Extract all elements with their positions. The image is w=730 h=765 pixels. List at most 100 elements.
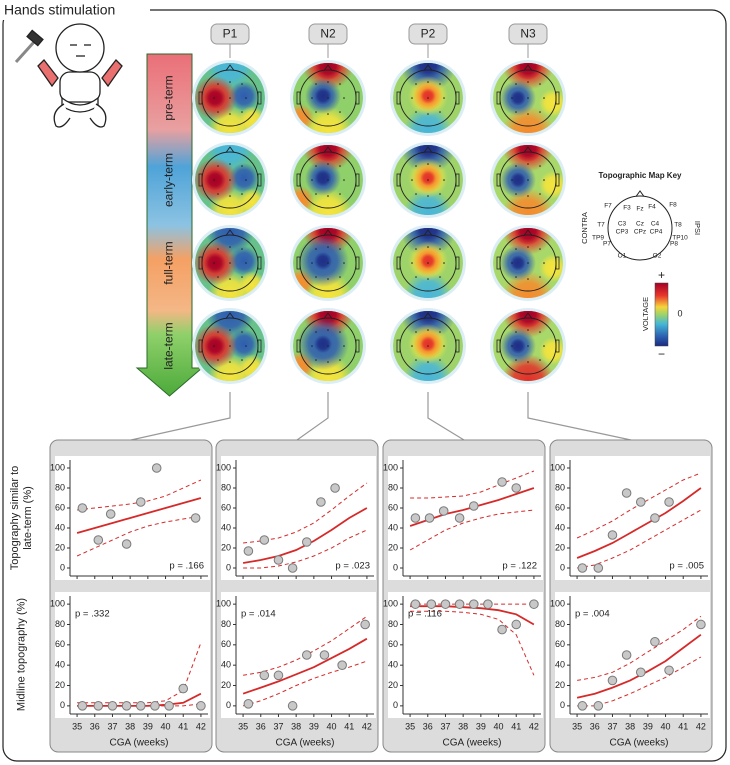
- data-point: [635, 667, 646, 678]
- electrode-dot: [327, 246, 329, 248]
- electrode-dot: [217, 331, 219, 333]
- y-tick-label: 20: [555, 542, 565, 552]
- colorbar-max: +: [658, 268, 665, 282]
- electrode-dot: [427, 278, 429, 280]
- stage-label: pre-term: [162, 75, 176, 120]
- y-tick-label: 80: [388, 619, 398, 629]
- topomap-blob: [314, 145, 342, 162]
- electrode-dot: [229, 262, 231, 264]
- topomap-blob: [293, 186, 314, 214]
- electrode-dot: [327, 361, 329, 363]
- data-point: [330, 483, 340, 493]
- data-point: [511, 619, 522, 630]
- x-tick-label: 37: [273, 721, 283, 731]
- y-tick-label: 0: [226, 562, 231, 572]
- ci-lower-line: [410, 610, 535, 676]
- data-point: [497, 624, 507, 635]
- x-tick-label: 36: [256, 721, 266, 731]
- head-ear: [455, 173, 460, 187]
- connector: [130, 392, 231, 441]
- head-ear: [296, 91, 301, 105]
- electrode-dot: [543, 345, 545, 347]
- electrode-label: T8: [674, 222, 682, 229]
- ci-lower-line: [577, 656, 702, 707]
- electrode-dot: [515, 276, 517, 278]
- data-point: [135, 497, 146, 507]
- row-label: Topography similar to late-term (%): [9, 465, 34, 571]
- electrode-dot: [213, 97, 215, 99]
- electrode-dot: [415, 111, 417, 113]
- data-point: [577, 701, 588, 711]
- electrode-dot: [439, 248, 441, 250]
- data-point: [121, 539, 132, 549]
- electrode-dot: [245, 262, 247, 264]
- data-point: [150, 701, 160, 711]
- data-point: [121, 701, 132, 711]
- topomap-blob: [314, 87, 332, 105]
- topomap: [192, 142, 268, 218]
- y-tick-label: 100: [216, 462, 231, 472]
- y-tick-label: 60: [555, 502, 565, 512]
- x-axis-label: CGA (weeks): [443, 738, 502, 749]
- component-label: N3: [520, 27, 536, 41]
- topomap-blob: [514, 311, 542, 328]
- data-point: [410, 513, 421, 523]
- electrode-label: CP3: [616, 229, 629, 236]
- electrode-dot: [427, 361, 429, 363]
- data-point: [316, 497, 326, 507]
- data-point: [511, 483, 522, 493]
- head-nose: [423, 229, 433, 236]
- topomap: [290, 142, 366, 218]
- p-value: p = .023: [335, 561, 370, 572]
- head-ear: [496, 91, 501, 105]
- ci-upper-line: [577, 615, 702, 681]
- topomap: [290, 225, 366, 301]
- electrode-dot: [539, 276, 541, 278]
- y-tick-label: 0: [393, 700, 398, 710]
- head-ear: [296, 173, 301, 187]
- electrode-dot: [315, 193, 317, 195]
- p-value: p = .014: [241, 609, 276, 620]
- head-nose: [323, 146, 333, 153]
- y-tick-label: 100: [216, 599, 231, 609]
- head-nose: [225, 146, 235, 153]
- topomap: [490, 225, 566, 301]
- data-point: [151, 463, 162, 473]
- electrode-dot: [327, 179, 329, 181]
- electrode-dot: [241, 359, 243, 361]
- y-tick-label: 20: [221, 542, 231, 552]
- p-value: p = .116: [408, 609, 442, 620]
- electrode-label: F4: [648, 204, 656, 211]
- topomap-blob: [514, 228, 542, 245]
- data-point: [301, 537, 312, 547]
- head-ear: [555, 91, 560, 105]
- electrode-label: P7: [603, 241, 611, 248]
- topomap: [290, 60, 366, 136]
- electrode-label: F7: [604, 203, 612, 210]
- data-point: [107, 701, 118, 711]
- data-point: [410, 599, 421, 609]
- electrode-dot: [327, 278, 329, 280]
- topomap-blob: [404, 188, 452, 215]
- y-tick-label: 60: [221, 639, 231, 649]
- electrode-label: F8: [669, 202, 677, 209]
- head-nose: [323, 229, 333, 236]
- plot-area: [555, 456, 710, 580]
- ci-lower-line: [76, 515, 201, 557]
- electrode-dot: [311, 262, 313, 264]
- data-point: [593, 701, 604, 711]
- head-nose: [523, 146, 533, 153]
- electrode-dot: [217, 248, 219, 250]
- x-tick-label: 36: [90, 721, 100, 731]
- topomap-blob: [413, 145, 443, 161]
- electrode-dot: [229, 345, 231, 347]
- data-point: [664, 497, 674, 507]
- electrode-dot: [241, 276, 243, 278]
- head-ear: [555, 173, 560, 187]
- electrode-dot: [527, 246, 529, 248]
- stage-label: full-term: [162, 241, 176, 284]
- y-tick-label: 60: [555, 639, 565, 649]
- electrode-dot: [339, 359, 341, 361]
- x-tick-label: 41: [178, 721, 188, 731]
